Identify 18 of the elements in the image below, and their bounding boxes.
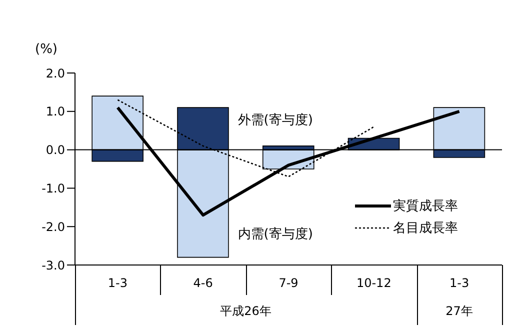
- x-tick-label: 4-6: [193, 276, 213, 290]
- legend-label: 実質成長率: [393, 198, 458, 215]
- text: 平成26年: [219, 303, 272, 320]
- legend-label: 名目成長率: [393, 220, 458, 237]
- x-tick-label: 1-3: [108, 276, 128, 290]
- x-tick-label: 1-3: [449, 276, 470, 290]
- y-tick-label: 0.0: [46, 143, 65, 158]
- text: 27年: [444, 303, 474, 320]
- series-label: 内需(寄与度): [238, 226, 313, 243]
- y-axis-title: (%): [35, 42, 58, 57]
- y-tick-label: -1.0: [42, 181, 65, 196]
- y-tick-label: 1.0: [46, 104, 65, 119]
- series-label: 外需(寄与度): [238, 112, 313, 129]
- y-tick-label: -2.0: [42, 220, 65, 234]
- y-tick-label: 2.0: [46, 66, 65, 80]
- y-tick-label: -3.0: [42, 258, 65, 272]
- x-tick-label: 10-12: [356, 276, 392, 290]
- x-tick-label: 7-9: [278, 276, 298, 290]
